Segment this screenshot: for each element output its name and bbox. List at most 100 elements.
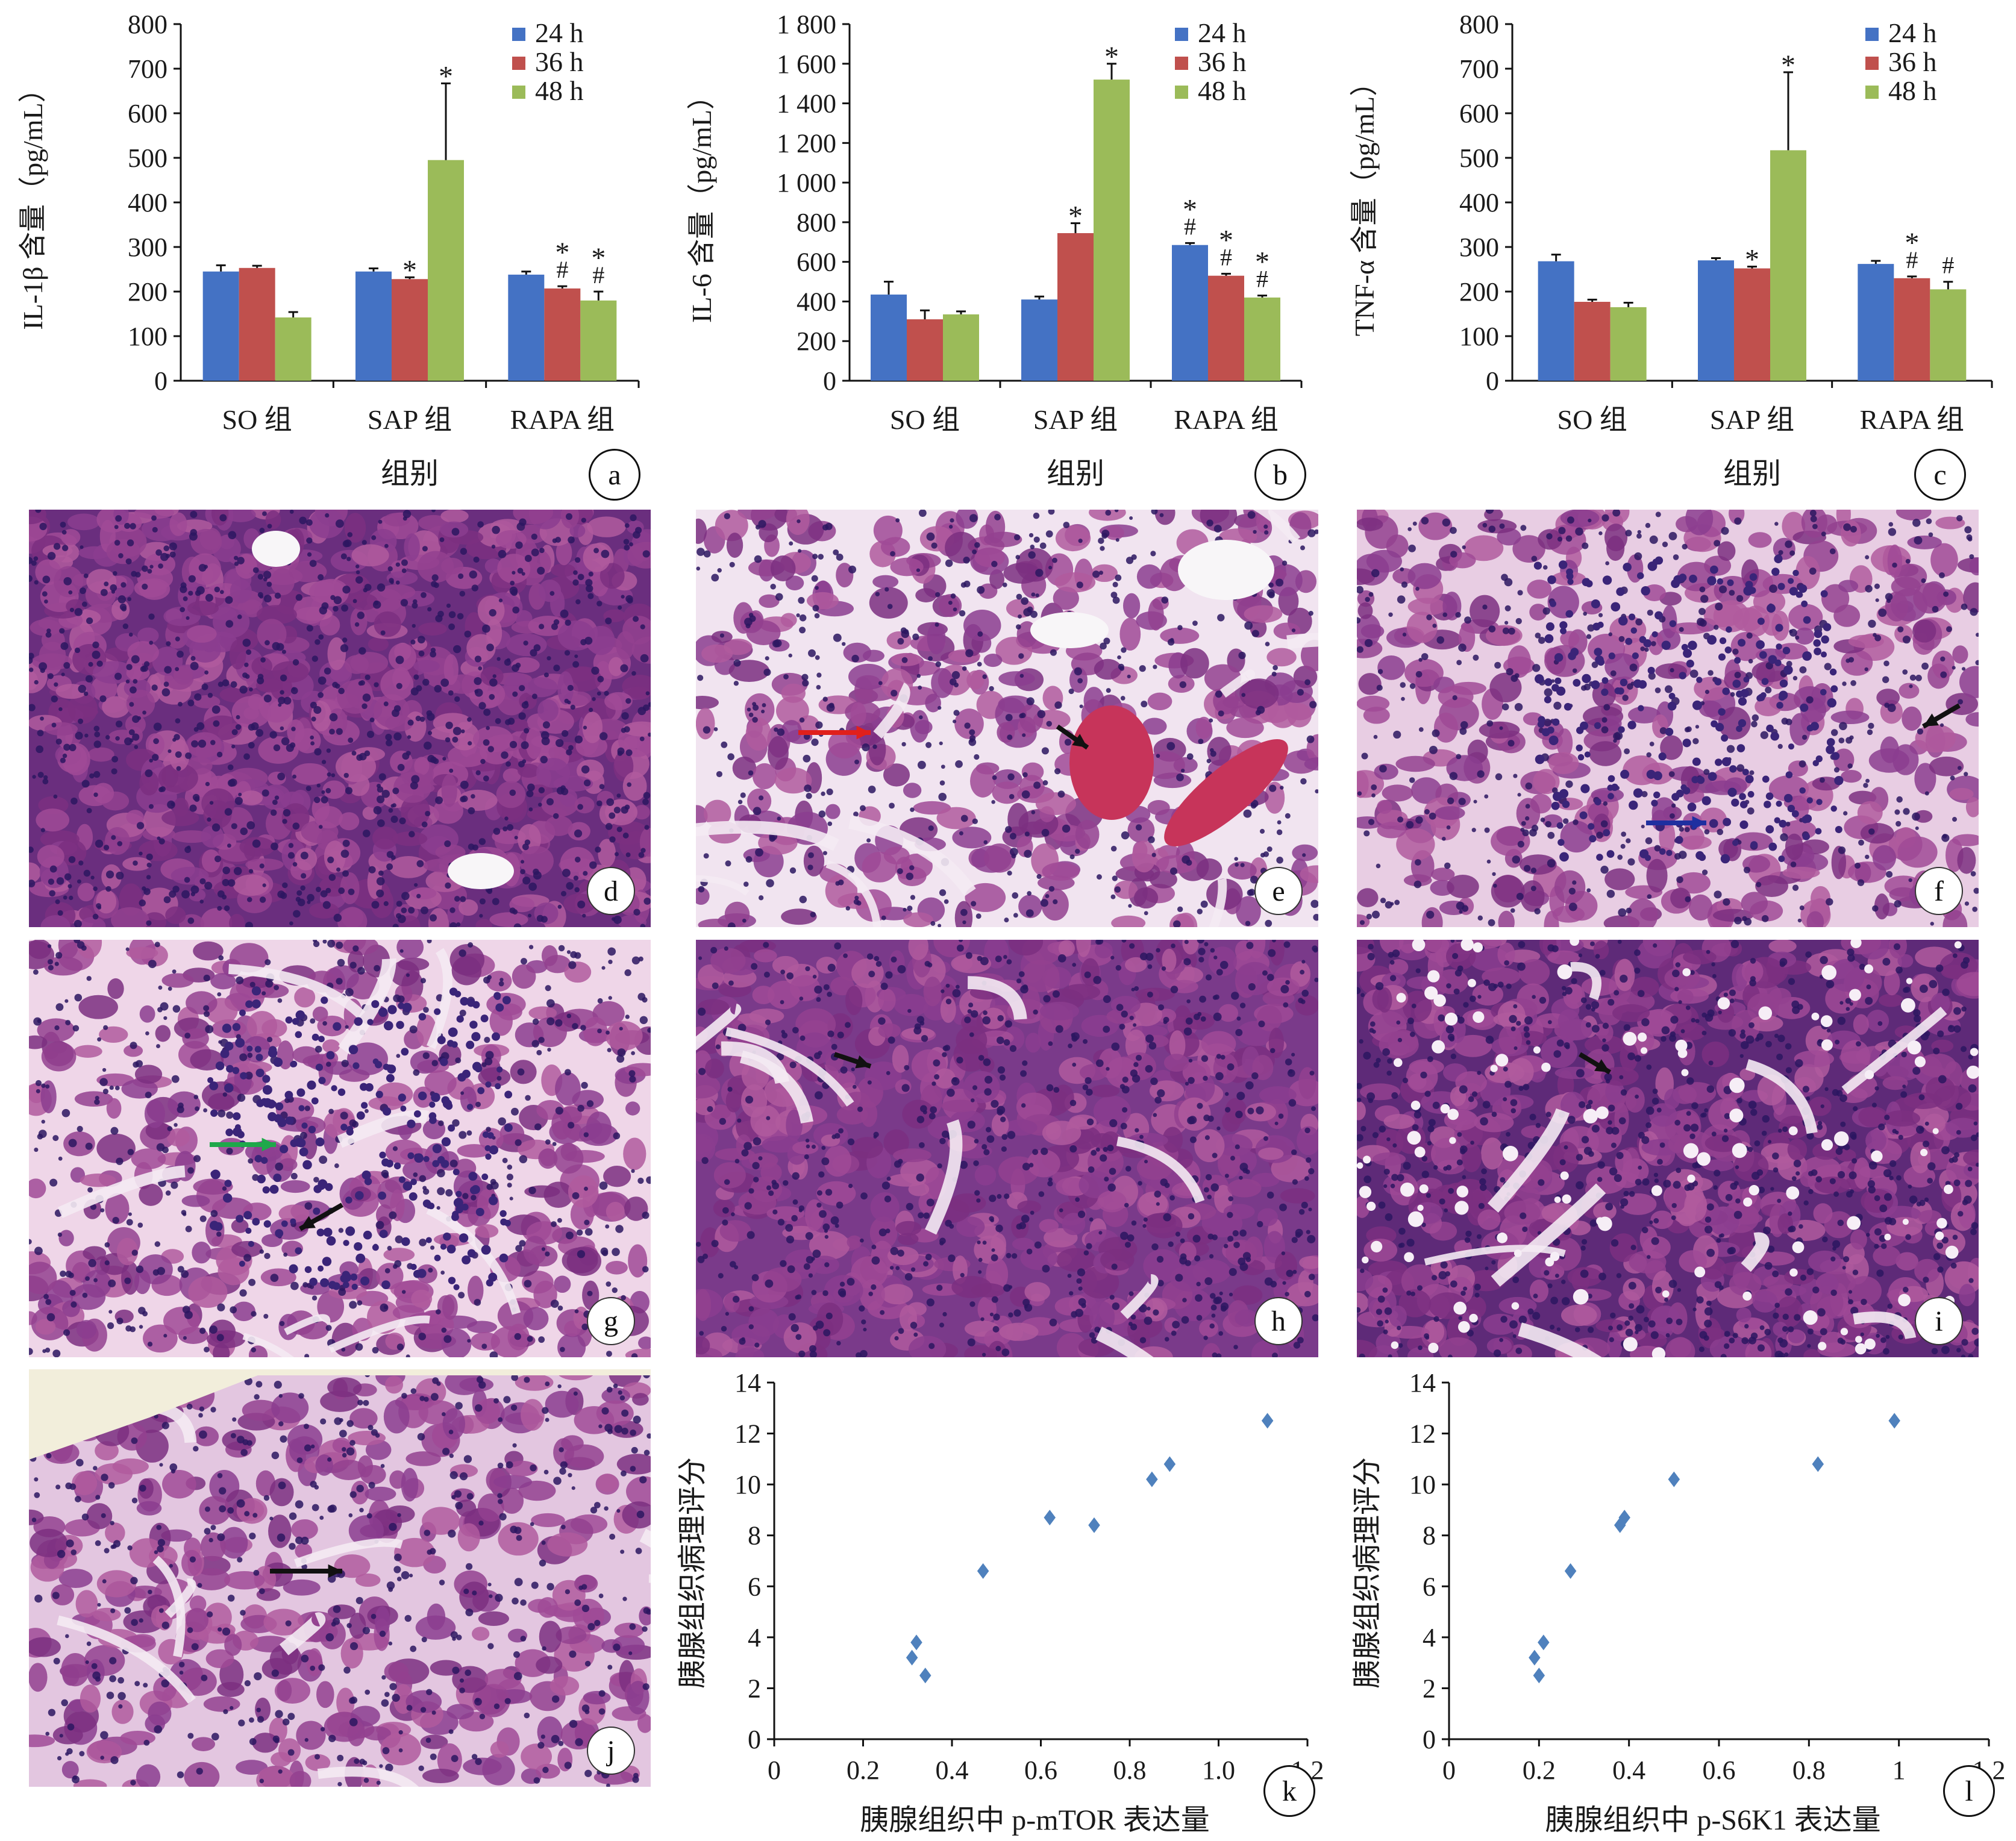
inflammatory-cell: [318, 1182, 325, 1190]
inflammatory-cell: [495, 1083, 501, 1089]
bar: [1894, 278, 1930, 381]
nucleus: [412, 624, 416, 628]
acinar-cell: [1148, 599, 1163, 630]
nucleus: [1105, 510, 1111, 516]
nucleus: [474, 689, 478, 693]
acinar-cell: [404, 533, 420, 561]
nucleus: [363, 693, 371, 701]
acinar-cell: [1604, 868, 1635, 890]
nucleus: [422, 1186, 427, 1190]
inflammatory-cell: [380, 1230, 388, 1238]
acinar-cell: [945, 532, 978, 564]
nucleus: [512, 664, 519, 672]
y-tick-label: 1 400: [777, 89, 836, 119]
nucleus: [105, 886, 111, 892]
inflammatory-cell: [1780, 680, 1788, 687]
acinar-cell: [1897, 837, 1937, 868]
nucleus: [1627, 858, 1635, 866]
nucleus: [508, 717, 515, 725]
nucleus: [475, 1102, 481, 1107]
nucleus: [1625, 530, 1632, 536]
nucleus: [1858, 880, 1864, 886]
nucleus: [800, 896, 807, 903]
nucleus: [480, 898, 486, 904]
nucleus: [53, 795, 57, 799]
acinar-cell: [145, 1099, 165, 1128]
inflammatory-cell: [1538, 720, 1545, 728]
nucleus: [86, 617, 93, 624]
nucleus: [1380, 898, 1386, 903]
nucleus: [291, 1173, 298, 1180]
acinar-cell: [315, 806, 343, 828]
acinar-cell: [1266, 648, 1296, 667]
acinar-cell: [440, 510, 468, 523]
acinar-cell: [1470, 595, 1500, 628]
nucleus: [823, 697, 828, 702]
nucleus: [607, 1048, 612, 1052]
nucleus: [103, 1025, 108, 1030]
nucleus: [1018, 614, 1022, 619]
micrograph-e: e: [696, 510, 1318, 927]
inflammatory-cell: [1762, 678, 1769, 685]
nucleus: [1793, 676, 1797, 680]
acinar-cell: [272, 661, 309, 683]
panel-label-e: e: [1254, 867, 1303, 915]
nucleus: [1401, 697, 1405, 701]
inflammatory-cell: [261, 1098, 268, 1105]
nucleus: [939, 742, 943, 745]
nucleus: [1820, 777, 1825, 783]
nucleus: [310, 560, 317, 567]
acinar-cell: [1022, 763, 1044, 781]
nucleus: [551, 1221, 557, 1227]
nucleus: [93, 771, 100, 778]
acinar-cell: [1019, 704, 1044, 733]
nucleus: [468, 942, 473, 948]
nucleus: [1921, 578, 1926, 583]
inflammatory-cell: [1542, 728, 1550, 737]
nucleus: [1128, 904, 1132, 908]
nucleus: [1838, 737, 1844, 743]
nucleus: [930, 921, 935, 926]
inflammatory-cell: [1709, 819, 1718, 828]
acinar-cell: [135, 1065, 162, 1084]
inflammatory-cell: [1608, 775, 1615, 783]
inflammatory-cell: [354, 1242, 362, 1251]
nucleus: [377, 819, 385, 827]
nucleus: [60, 1271, 66, 1277]
inflammatory-cell: [308, 1126, 316, 1133]
nucleus: [1046, 721, 1052, 727]
nucleus: [460, 781, 469, 789]
inflammatory-cell: [1602, 677, 1609, 684]
nucleus: [504, 659, 511, 666]
x-axis-label: 组别: [381, 458, 439, 490]
inflammatory-cell: [299, 1148, 308, 1157]
inflammatory-cell: [409, 1192, 418, 1201]
nucleus: [58, 707, 62, 711]
inflammatory-cell: [499, 1210, 506, 1217]
nucleus: [349, 1119, 356, 1127]
nucleus: [568, 961, 576, 969]
nucleus: [562, 869, 571, 877]
acinar-cell: [781, 613, 797, 627]
nucleus: [862, 743, 869, 751]
nucleus: [75, 608, 83, 616]
nucleus: [1394, 900, 1400, 905]
y-tick-label: 0: [154, 366, 167, 396]
nucleus: [440, 1271, 445, 1275]
nucleus: [1622, 695, 1628, 701]
nucleus: [341, 849, 349, 858]
nucleus: [940, 780, 945, 786]
nucleus: [799, 627, 806, 633]
nucleus: [823, 851, 827, 855]
nucleus: [851, 655, 859, 662]
nucleus: [262, 883, 266, 887]
acinar-cell: [1841, 520, 1861, 546]
nucleus: [1028, 551, 1035, 558]
nucleus: [1366, 914, 1372, 919]
nucleus: [289, 843, 294, 848]
nucleus: [1941, 834, 1949, 842]
inflammatory-cell: [365, 1178, 372, 1185]
nucleus: [289, 921, 293, 925]
nucleus: [625, 805, 630, 810]
inflammatory-cell: [255, 1155, 262, 1162]
